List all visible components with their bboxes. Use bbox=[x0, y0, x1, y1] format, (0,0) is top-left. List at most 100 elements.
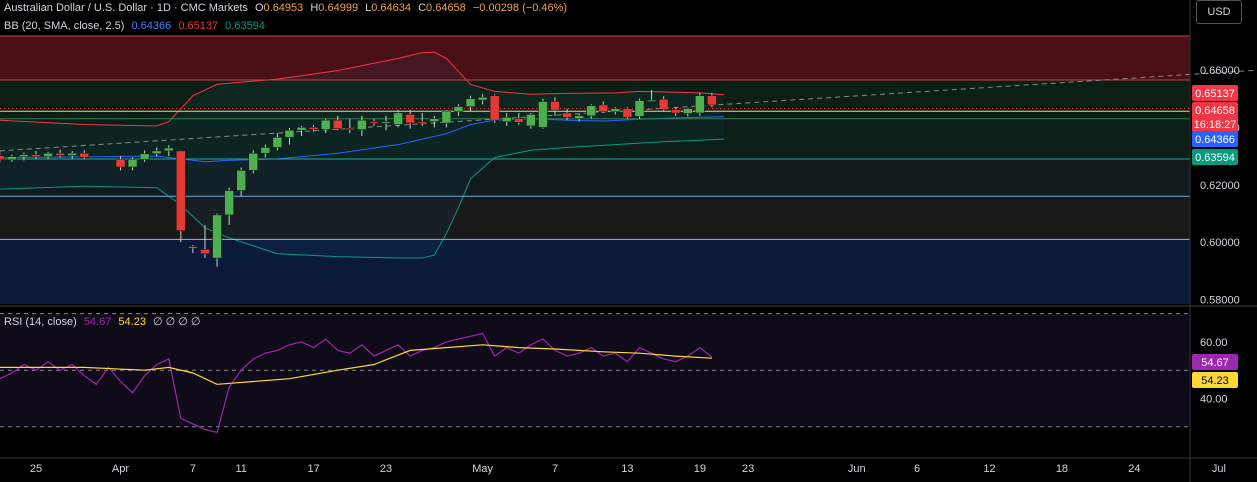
time-tick-label: 25 bbox=[30, 463, 42, 475]
candle-body bbox=[622, 108, 633, 118]
time-tick-label: 23 bbox=[380, 463, 392, 475]
candle-body bbox=[441, 111, 452, 124]
candle-body bbox=[115, 159, 126, 168]
bb-label[interactable]: BB (20, SMA, close, 2.5) bbox=[4, 20, 125, 32]
high-value: 0.64999 bbox=[318, 2, 359, 14]
price-tick-label: 0.58000 bbox=[1200, 295, 1240, 307]
symbol-title[interactable]: Australian Dollar / U.S. Dollar · 1D · C… bbox=[4, 2, 248, 14]
candle-body bbox=[224, 190, 234, 216]
candle-body bbox=[417, 121, 427, 124]
time-tick-label: 11 bbox=[235, 463, 246, 475]
rsi-label[interactable]: RSI (14, close) bbox=[4, 316, 77, 328]
rsi-value-label-box bbox=[1192, 372, 1238, 388]
candle-body bbox=[139, 153, 150, 160]
price-value-label-box bbox=[1192, 85, 1238, 101]
candle-body bbox=[707, 95, 717, 106]
rsi-value-label-box bbox=[1192, 354, 1238, 370]
bb-upper-line bbox=[0, 51, 725, 127]
bb-basis-value: 0.64366 bbox=[131, 20, 172, 32]
price-value-label: 0.63594 bbox=[1195, 152, 1235, 164]
open-label: O bbox=[254, 2, 264, 14]
candle-body bbox=[31, 154, 41, 157]
trendline bbox=[0, 69, 1257, 152]
price-tick-label: 0.62000 bbox=[1200, 180, 1240, 192]
candle-body bbox=[272, 137, 283, 148]
candle-body bbox=[308, 127, 319, 130]
candle-body bbox=[429, 118, 440, 122]
time-tick-label: 12 bbox=[983, 463, 995, 475]
time-tick-label: Jun bbox=[848, 463, 866, 475]
candle-body bbox=[43, 152, 53, 157]
candle-body bbox=[683, 108, 693, 114]
time-tick-label: 7 bbox=[552, 463, 558, 475]
candle-body bbox=[0, 155, 5, 161]
time-tick-label: Apr bbox=[112, 463, 129, 475]
candle-body bbox=[514, 118, 524, 123]
rsi-tick-label: 60.00 bbox=[1200, 337, 1228, 349]
time-tick-label: May bbox=[472, 463, 493, 475]
candle-body bbox=[320, 119, 331, 130]
candle-body bbox=[127, 159, 138, 168]
rsi-line bbox=[0, 332, 713, 434]
price-value-label-box bbox=[1192, 131, 1238, 147]
candle-body bbox=[393, 112, 403, 125]
time-tick-label: 19 bbox=[694, 463, 706, 475]
candle-body bbox=[55, 152, 65, 156]
candle-body bbox=[236, 170, 246, 191]
candle-body bbox=[369, 121, 379, 124]
bb-legend[interactable]: BB (20, SMA, close, 2.5) 0.64366 0.65137… bbox=[4, 20, 269, 32]
close-value: 0.64658 bbox=[426, 2, 466, 14]
rsi-tick-label: 40.00 bbox=[1200, 393, 1228, 405]
candle-body bbox=[453, 106, 464, 112]
rsi-value-label: 54.67 bbox=[1201, 357, 1229, 369]
candle-body bbox=[670, 109, 681, 114]
candle-body bbox=[526, 114, 536, 127]
candle-body bbox=[538, 101, 548, 128]
time-tick-label: 24 bbox=[1128, 463, 1140, 475]
candle-body bbox=[658, 98, 669, 110]
candle-body bbox=[477, 96, 488, 101]
candle-body bbox=[610, 108, 621, 112]
candle-body bbox=[248, 152, 259, 171]
candle-body bbox=[562, 112, 572, 118]
candle-body bbox=[151, 150, 162, 155]
rsi-legend[interactable]: RSI (14, close) 54.67 54.23 ∅ ∅ ∅ ∅ bbox=[4, 315, 205, 328]
low-label: L bbox=[365, 2, 372, 14]
candle-body bbox=[634, 100, 645, 117]
price-tick-label: 0.60000 bbox=[1200, 237, 1240, 249]
price-value-label: 0.64658 bbox=[1195, 105, 1235, 117]
bb-lower-line bbox=[0, 138, 725, 259]
change-value: −0.00298 (−0.46%) bbox=[472, 2, 568, 14]
price-zone bbox=[0, 196, 1190, 240]
rsi-ma-value: 54.23 bbox=[118, 316, 146, 328]
price-value-label-box bbox=[1192, 102, 1238, 132]
candle-body bbox=[164, 147, 174, 152]
candle-body bbox=[646, 99, 657, 102]
time-tick-label: 6 bbox=[914, 463, 920, 475]
price-zone bbox=[0, 118, 1190, 159]
candle-body bbox=[695, 95, 705, 114]
time-tick-label: 13 bbox=[621, 463, 633, 475]
currency-button[interactable]: USD bbox=[1196, 0, 1242, 24]
candle-body bbox=[465, 98, 476, 107]
trendline bbox=[0, 69, 1257, 152]
time-tick-label: 17 bbox=[307, 463, 319, 475]
candle-body bbox=[188, 246, 198, 249]
candle-body bbox=[176, 150, 186, 232]
candle-body bbox=[501, 117, 512, 122]
candle-body bbox=[7, 156, 17, 161]
countdown-label: 16:18:27 bbox=[1194, 119, 1237, 131]
candle-body bbox=[212, 214, 222, 259]
price-zone bbox=[0, 239, 1190, 304]
candle-body bbox=[357, 119, 367, 130]
symbol-legend[interactable]: Australian Dollar / U.S. Dollar · 1D · C… bbox=[4, 2, 571, 14]
price-zone bbox=[0, 36, 1190, 80]
price-value-label: 0.65137 bbox=[1195, 88, 1235, 100]
time-tick-label: 7 bbox=[190, 463, 196, 475]
candle-body bbox=[284, 129, 295, 138]
price-value-label-box bbox=[1192, 149, 1238, 165]
low-value: 0.64634 bbox=[371, 2, 412, 14]
price-zones bbox=[0, 35, 1190, 304]
candle-body bbox=[200, 249, 210, 254]
